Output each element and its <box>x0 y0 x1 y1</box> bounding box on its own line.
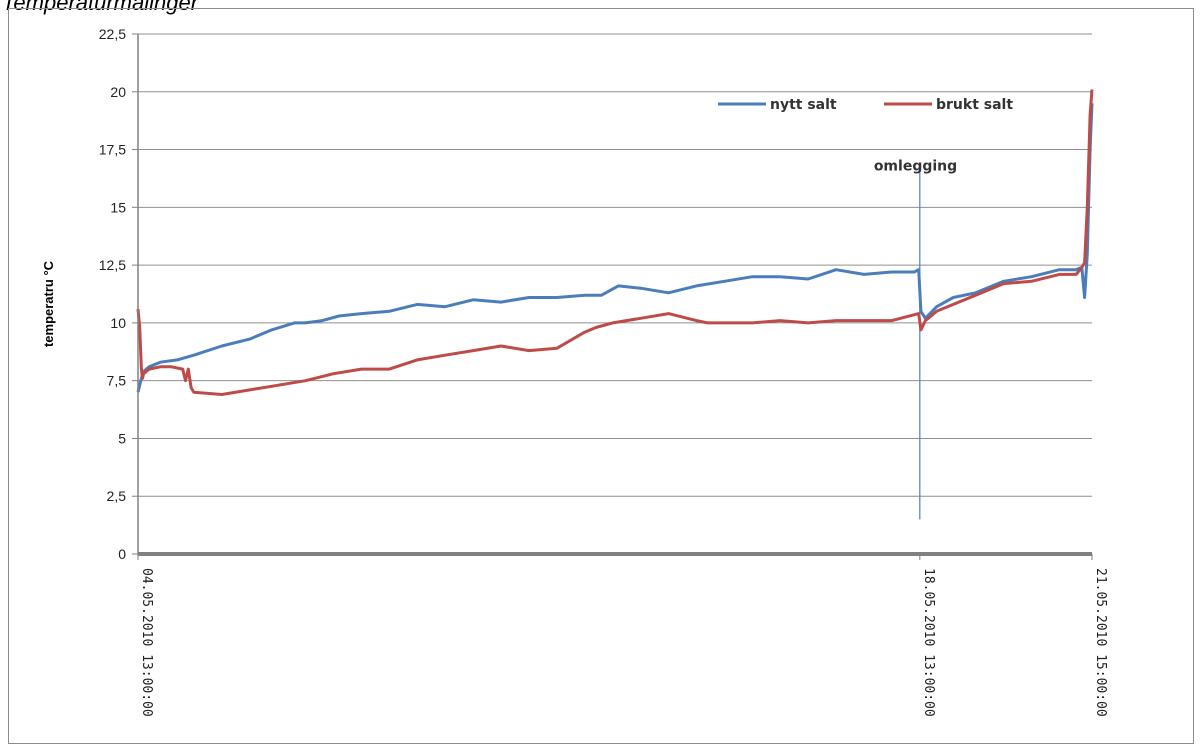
x-tick-label: 18.05.2010 13:00:00 <box>921 568 936 717</box>
y-tick-label: 17,5 <box>99 142 126 158</box>
y-tick-label: 15 <box>110 199 126 215</box>
y-tick-labels: 0 2,5 5 7,5 10 12,5 15 17,5 20 22,5 <box>99 26 126 562</box>
y-tick-label: 2,5 <box>107 488 127 504</box>
y-tick-label: 20 <box>110 84 126 100</box>
legend-label: brukt salt <box>936 97 1013 113</box>
annotation-label: omlegging <box>874 158 957 174</box>
y-tick-label: 7,5 <box>107 373 127 389</box>
legend: nytt salt brukt salt <box>718 97 1013 113</box>
axes <box>132 33 1093 560</box>
y-tick-label: 12,5 <box>99 257 126 273</box>
y-tick-label: 5 <box>118 430 126 446</box>
y-tick-label: 22,5 <box>99 26 126 42</box>
annotation-group: omlegging <box>874 158 957 520</box>
figure-caption: Temperaturmålinger <box>2 0 199 15</box>
legend-label: nytt salt <box>770 97 837 113</box>
series-line-brukt-salt <box>136 89 1094 396</box>
y-tick-label: 10 <box>110 315 126 331</box>
series-line-nytt-salt <box>136 103 1094 393</box>
x-tick-label: 21.05.2010 15:00:00 <box>1093 568 1108 717</box>
series-lines <box>136 89 1094 396</box>
y-axis-label: temperatru °C <box>41 260 56 347</box>
y-tick-label: 0 <box>118 546 126 562</box>
x-tick-label: 04.05.2010 13:00:00 <box>139 568 154 717</box>
x-tick-labels: 04.05.2010 13:00:00 18.05.2010 13:00:00 21… <box>139 568 1108 717</box>
